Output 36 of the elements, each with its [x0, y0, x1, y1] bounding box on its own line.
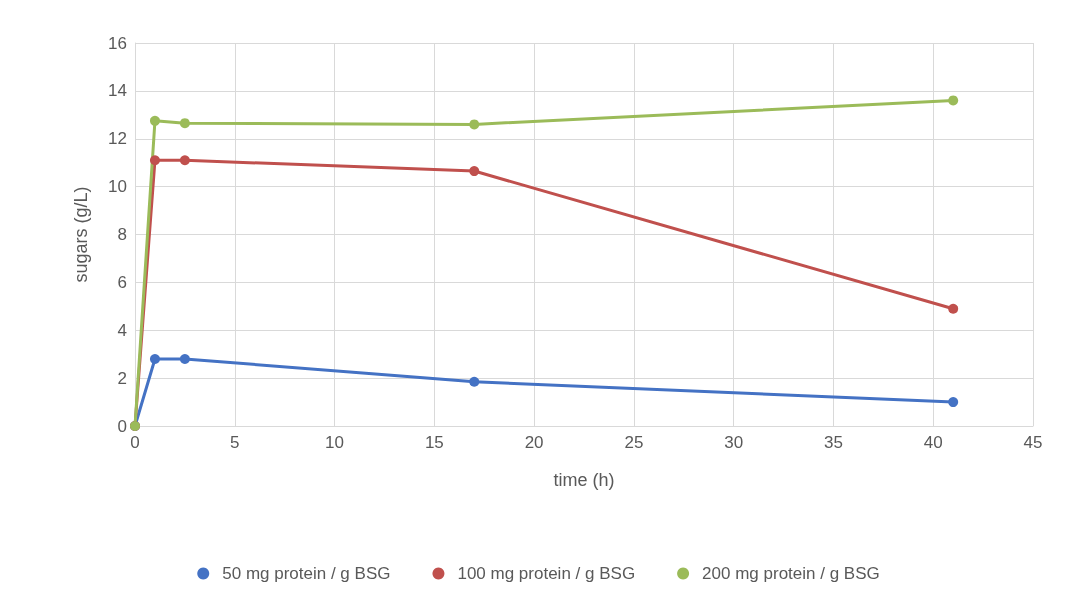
y-tick-label: 6: [117, 272, 127, 292]
legend-label: 100 mg protein / g BSG: [457, 564, 636, 583]
x-axis-title: time (h): [553, 470, 615, 490]
x-tick-label: 30: [724, 433, 744, 452]
point: [469, 376, 480, 387]
y-tick-label: 4: [117, 320, 127, 340]
y-tick-label: 14: [108, 81, 127, 101]
x-tick-label: 20: [524, 433, 544, 452]
point: [149, 155, 160, 166]
x-tick-label: 10: [325, 433, 345, 452]
x-tick-label: 15: [424, 433, 444, 452]
point: [469, 166, 480, 177]
x-tick-label: 0: [130, 433, 140, 452]
legend-label: 50 mg protein / g BSG: [222, 564, 391, 583]
point: [179, 353, 190, 364]
y-tick-label: 10: [108, 177, 127, 197]
x-tick-label: 35: [823, 433, 843, 452]
x-tick-label: 25: [624, 433, 644, 452]
legend-label: 200 mg protein / g BSG: [702, 564, 880, 583]
point: [179, 118, 190, 129]
x-tick-label: 40: [923, 433, 943, 452]
y-tick-label: 2: [117, 368, 127, 388]
y-tick-label: 0: [117, 416, 127, 436]
point: [948, 397, 959, 408]
y-tick-label: 16: [108, 33, 127, 53]
y-axis-title: sugars (g/L): [71, 186, 91, 283]
y-tick-label: 12: [108, 129, 127, 149]
point: [149, 115, 160, 126]
point: [149, 353, 160, 364]
y-tick-label: 8: [117, 225, 127, 244]
point: [948, 303, 959, 314]
point: [179, 155, 190, 166]
point: [948, 95, 959, 106]
x-tick-label: 5: [230, 433, 240, 452]
point: [469, 119, 480, 130]
x-tick-label: 45: [1023, 433, 1043, 452]
